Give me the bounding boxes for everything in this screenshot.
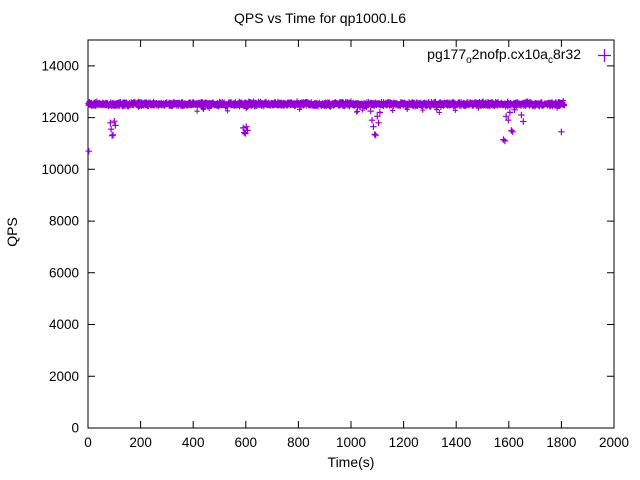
legend-series-label: pg177o2nofp.cx10ac8r32 <box>427 46 581 66</box>
svg-text:400: 400 <box>182 435 205 450</box>
svg-text:1200: 1200 <box>389 435 419 450</box>
svg-text:2000: 2000 <box>599 435 629 450</box>
svg-text:0: 0 <box>84 435 92 450</box>
svg-text:8000: 8000 <box>49 214 79 229</box>
legend-label-sub: o <box>466 54 472 66</box>
chart-title: QPS vs Time for qp1000.L6 <box>234 10 406 26</box>
legend-label-part: pg177 <box>427 46 467 62</box>
svg-text:600: 600 <box>235 435 258 450</box>
x-axis-label: Time(s) <box>327 454 375 470</box>
svg-text:6000: 6000 <box>49 265 79 280</box>
svg-text:1600: 1600 <box>494 435 524 450</box>
svg-text:1800: 1800 <box>546 435 576 450</box>
svg-text:200: 200 <box>129 435 152 450</box>
legend-label-sub: c <box>547 54 553 66</box>
svg-text:4000: 4000 <box>49 317 79 332</box>
legend-label-part: 2nofp.cx10a <box>471 46 548 62</box>
svg-text:2000: 2000 <box>49 369 79 384</box>
legend-label-part: 8r32 <box>552 46 581 62</box>
svg-text:1400: 1400 <box>441 435 471 450</box>
svg-text:14000: 14000 <box>41 58 79 73</box>
svg-text:0: 0 <box>71 421 79 436</box>
legend-plus-marker <box>597 48 612 63</box>
svg-text:800: 800 <box>287 435 310 450</box>
svg-text:1000: 1000 <box>336 435 366 450</box>
legend: pg177o2nofp.cx10ac8r32 <box>427 46 612 66</box>
svg-text:12000: 12000 <box>41 110 79 125</box>
svg-text:10000: 10000 <box>41 162 79 177</box>
